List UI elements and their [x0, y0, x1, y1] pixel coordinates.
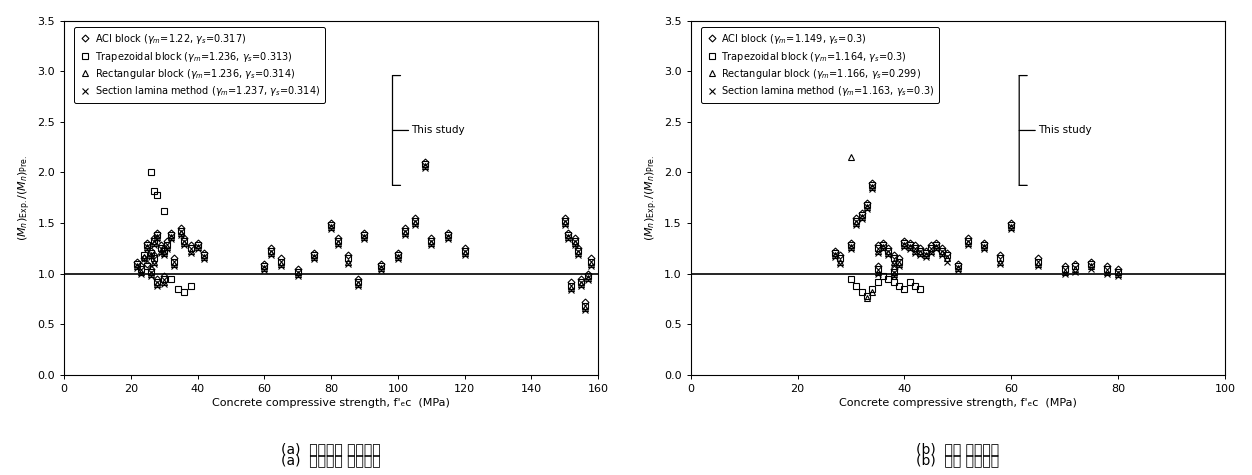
Y-axis label: $(M_n)_{\rm Exp.}/(M_n)_{\rm Pre.}$: $(M_n)_{\rm Exp.}/(M_n)_{\rm Pre.}$	[644, 155, 660, 241]
Text: (a)  보통중량 콘크리트: (a) 보통중량 콘크리트	[282, 453, 381, 467]
Text: This study: This study	[1038, 125, 1092, 135]
X-axis label: Concrete compressive strength, f'ₑc  (MPa): Concrete compressive strength, f'ₑc (MPa…	[212, 398, 449, 408]
Legend: ACI block ($\gamma_m$=1.149, $\gamma_s$=0.3), Trapezoidal block ($\gamma_m$=1.16: ACI block ($\gamma_m$=1.149, $\gamma_s$=…	[701, 27, 939, 103]
Legend: ACI block ($\gamma_m$=1.22, $\gamma_s$=0.317), Trapezoidal block ($\gamma_m$=1.2: ACI block ($\gamma_m$=1.22, $\gamma_s$=0…	[74, 27, 324, 103]
Title: (a)  보통중량 콘크리트: (a) 보통중량 콘크리트	[282, 442, 381, 456]
Text: (b)  경량 콘크리트: (b) 경량 콘크리트	[916, 453, 999, 467]
Text: This study: This study	[411, 125, 464, 135]
X-axis label: Concrete compressive strength, f'ₑc  (MPa): Concrete compressive strength, f'ₑc (MPa…	[839, 398, 1077, 408]
Y-axis label: $(M_n)_{\rm Exp.}/(M_n)_{\rm Pre.}$: $(M_n)_{\rm Exp.}/(M_n)_{\rm Pre.}$	[16, 155, 33, 241]
Title: (b)  경량 콘크리트: (b) 경량 콘크리트	[916, 442, 999, 456]
